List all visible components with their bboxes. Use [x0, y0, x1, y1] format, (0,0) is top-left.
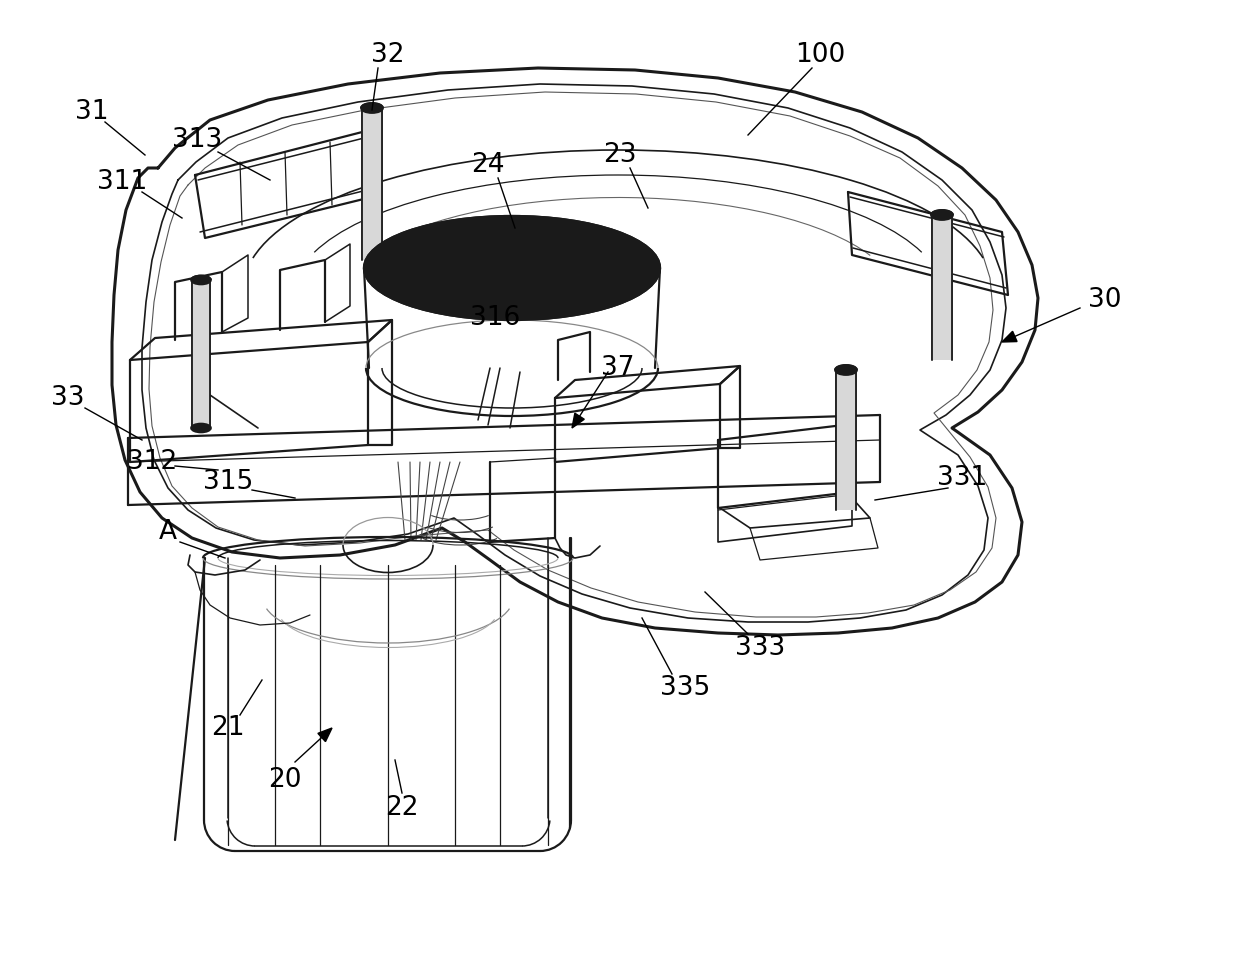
- Text: A: A: [159, 519, 177, 545]
- Polygon shape: [932, 215, 952, 360]
- Ellipse shape: [835, 365, 857, 375]
- Text: 37: 37: [601, 355, 635, 381]
- Text: 100: 100: [795, 42, 846, 68]
- Ellipse shape: [191, 276, 211, 284]
- Polygon shape: [572, 413, 584, 428]
- Ellipse shape: [382, 228, 642, 308]
- Ellipse shape: [191, 424, 211, 432]
- Text: 22: 22: [386, 795, 419, 821]
- Ellipse shape: [361, 103, 383, 113]
- Text: 316: 316: [470, 305, 520, 331]
- Text: 33: 33: [51, 385, 84, 411]
- Text: 31: 31: [76, 99, 109, 125]
- Polygon shape: [362, 108, 382, 260]
- Ellipse shape: [931, 210, 954, 220]
- Polygon shape: [836, 370, 856, 510]
- Polygon shape: [1002, 332, 1017, 342]
- Text: 23: 23: [603, 142, 637, 168]
- Text: 312: 312: [126, 449, 177, 475]
- Text: 20: 20: [268, 767, 301, 793]
- Ellipse shape: [365, 216, 660, 320]
- Text: 313: 313: [172, 127, 222, 153]
- Text: 335: 335: [660, 675, 711, 701]
- Text: 311: 311: [97, 169, 148, 195]
- Text: 24: 24: [471, 152, 505, 178]
- Text: 21: 21: [211, 715, 244, 741]
- Text: 315: 315: [203, 469, 253, 495]
- Text: 333: 333: [735, 635, 785, 661]
- Polygon shape: [192, 280, 210, 428]
- Text: 331: 331: [937, 465, 987, 491]
- Polygon shape: [317, 728, 332, 742]
- Text: 30: 30: [1089, 287, 1122, 313]
- Text: 32: 32: [371, 42, 404, 68]
